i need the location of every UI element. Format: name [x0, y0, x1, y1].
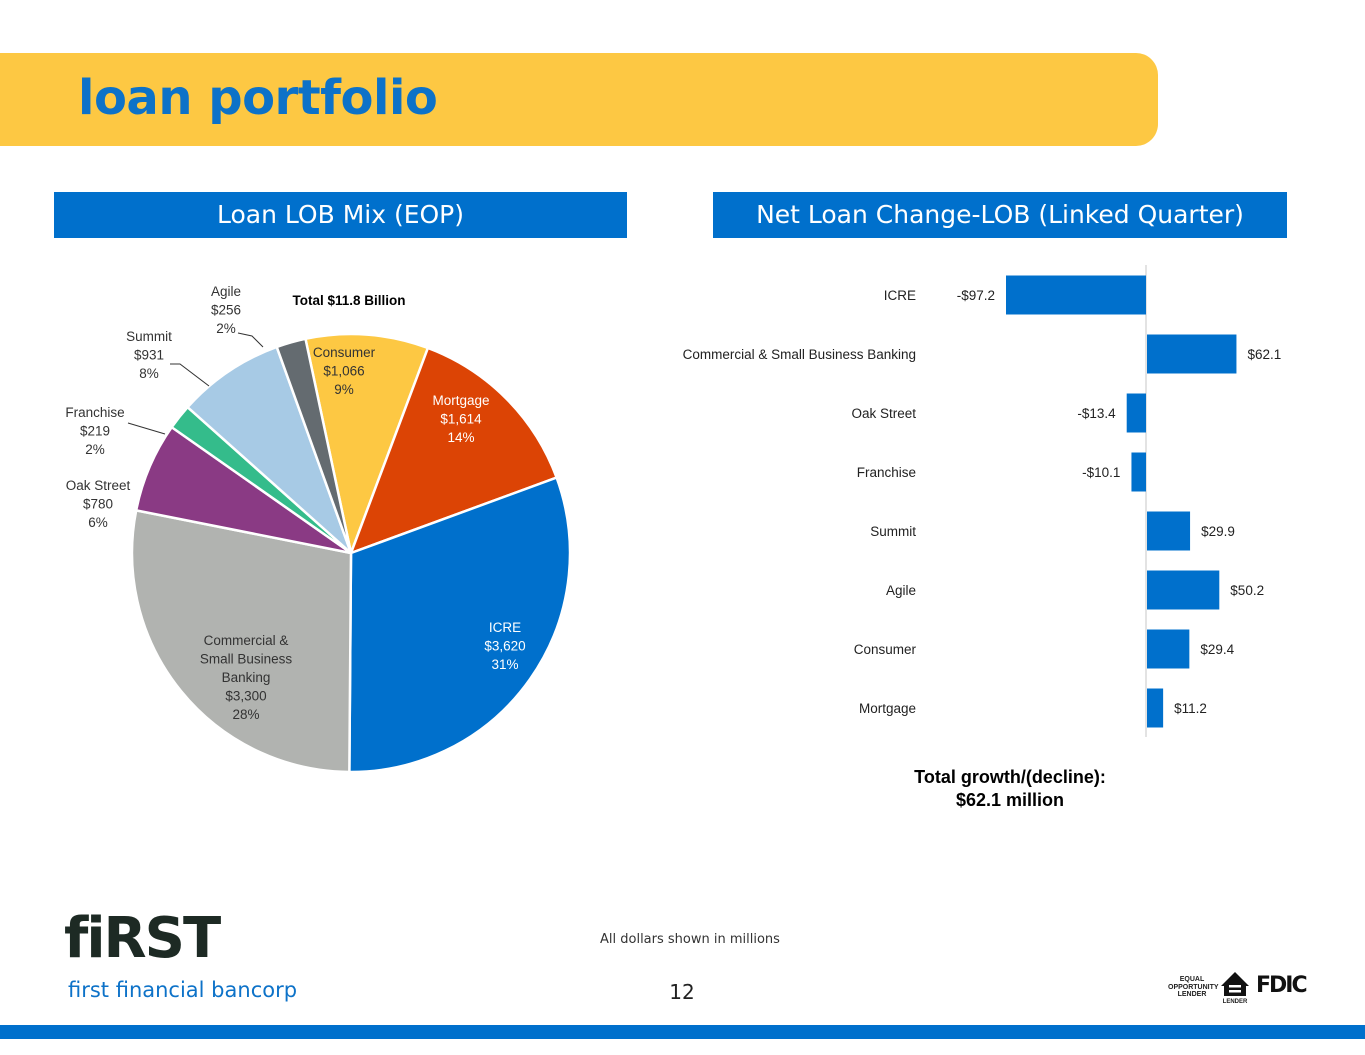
- bar-category-consumer: Consumer: [854, 642, 917, 657]
- logo-wordmark: fiRST: [64, 906, 221, 971]
- pie-label-consumer: Consumer $1,066 9%: [313, 345, 376, 397]
- bar-mortgage: [1147, 688, 1164, 728]
- pie-label-mortgage: Mortgage $1,614 14%: [432, 393, 489, 445]
- bar-category-agile: Agile: [886, 583, 916, 598]
- bar-panel-header: Net Loan Change-LOB (Linked Quarter): [713, 192, 1287, 238]
- bar-consumer: [1147, 629, 1190, 669]
- bar-value-franchise: -$10.1: [1082, 465, 1120, 480]
- logo-subtitle: first financial bancorp: [68, 978, 298, 1002]
- bar-value-commercial-small-business-banking: $62.1: [1247, 347, 1281, 362]
- bar-total: Total growth/(decline): $62.1 million: [880, 766, 1140, 812]
- pie-label-summit: Summit $931 8%: [126, 329, 172, 381]
- bar-category-mortgage: Mortgage: [859, 701, 916, 716]
- bar-category-commercial-small-business-banking: Commercial & Small Business Banking: [683, 347, 916, 362]
- pie-chart: Consumer $1,066 9% Mortgage $1,614 14% ICRE $3,…: [65, 284, 572, 774]
- bar-agile: [1147, 570, 1220, 610]
- pie-slice-agile: [275, 337, 353, 554]
- pie-slice-summit: [185, 345, 353, 554]
- pie-label-commercial-small-business-banking: Commercial & Small Business Banking $3,300 2…: [200, 633, 293, 722]
- pie-panel-header: Loan LOB Mix (EOP): [54, 192, 627, 238]
- bar-category-oak-street: Oak Street: [851, 406, 916, 421]
- pie-leader-line-agile: [237, 332, 264, 348]
- bar-value-mortgage: $11.2: [1174, 701, 1207, 716]
- footer-bar: [0, 1025, 1365, 1039]
- equal-opportunity-badge: EQUAL OPPORTUNITY LENDER: [1168, 976, 1219, 998]
- bar-total-line1: Total growth/(decline):: [914, 767, 1106, 787]
- bar-category-summit: Summit: [870, 524, 916, 539]
- bar-value-icre: -$97.2: [957, 288, 995, 303]
- bar-commercial-small-business-banking: [1147, 334, 1237, 374]
- pie-label-oak-street: Oak Street $780 6%: [66, 478, 131, 530]
- footnote: All dollars shown in millions: [600, 932, 780, 947]
- page-number: 12: [669, 980, 695, 1004]
- bar-value-summit: $29.9: [1201, 524, 1235, 539]
- bar-summit: [1147, 511, 1191, 551]
- bar-total-line2: $62.1 million: [955, 790, 1065, 810]
- bar-franchise: [1131, 452, 1146, 492]
- pie-label-franchise: Franchise $219 2%: [65, 405, 124, 457]
- bar-category-icre: ICRE: [884, 288, 916, 303]
- pie-label-icre: ICRE $3,620 31%: [484, 620, 525, 672]
- bar-oak-street: [1126, 393, 1146, 433]
- bar-value-consumer: $29.4: [1200, 642, 1234, 657]
- pie-leader-line-franchise: [127, 422, 166, 435]
- bar-value-oak-street: -$13.4: [1077, 406, 1116, 421]
- pie-label-agile: Agile $256 2%: [211, 284, 241, 336]
- fdic-logo: FDIC: [1256, 973, 1308, 998]
- pie-slice-commercial-small-business-banking: [130, 508, 353, 774]
- pie-leader-line-summit: [170, 363, 210, 387]
- pie-slice-mortgage: [348, 346, 559, 556]
- pie-slice-consumer: [303, 332, 430, 558]
- bar-value-agile: $50.2: [1230, 583, 1264, 598]
- pie-total-label: Total $11.8 Billion: [292, 293, 405, 308]
- bar-chart: ICRE -$97.2 Commercial & Small Business Ba…: [683, 265, 1281, 737]
- bar-category-franchise: Franchise: [857, 465, 916, 480]
- title-banner: [0, 53, 1158, 146]
- pie-slice-icre: [348, 475, 572, 774]
- bar-icre: [1006, 275, 1146, 315]
- page-title: loan portfolio: [78, 70, 438, 126]
